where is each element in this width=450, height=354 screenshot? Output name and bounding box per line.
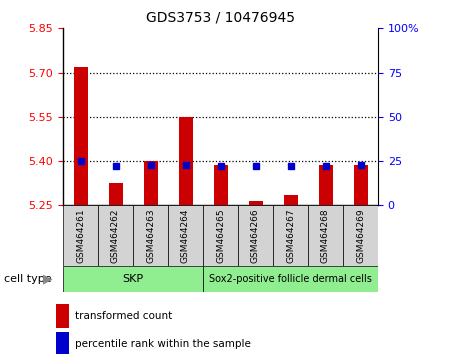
- Bar: [56, 332, 69, 354]
- Text: GSM464265: GSM464265: [216, 208, 225, 263]
- Title: GDS3753 / 10476945: GDS3753 / 10476945: [146, 10, 295, 24]
- Text: GSM464261: GSM464261: [76, 208, 85, 263]
- Bar: [98, 205, 133, 266]
- Bar: [56, 304, 69, 328]
- Text: GSM464264: GSM464264: [181, 208, 190, 263]
- Text: GSM464262: GSM464262: [111, 208, 120, 263]
- Text: ▶: ▶: [43, 272, 52, 285]
- Bar: [203, 205, 238, 266]
- Bar: [273, 205, 308, 266]
- Text: GSM464267: GSM464267: [286, 208, 295, 263]
- Text: Sox2-positive follicle dermal cells: Sox2-positive follicle dermal cells: [209, 274, 372, 284]
- Text: GSM464269: GSM464269: [356, 208, 365, 263]
- Bar: [63, 266, 203, 292]
- Bar: [284, 195, 297, 205]
- Bar: [213, 166, 228, 205]
- Bar: [63, 205, 98, 266]
- Bar: [179, 117, 193, 205]
- Text: GSM464268: GSM464268: [321, 208, 330, 263]
- Bar: [319, 166, 333, 205]
- Text: cell type: cell type: [4, 274, 52, 284]
- Bar: [144, 161, 158, 205]
- Text: percentile rank within the sample: percentile rank within the sample: [75, 339, 251, 349]
- Bar: [73, 67, 87, 205]
- Bar: [108, 183, 122, 205]
- Bar: [308, 205, 343, 266]
- Bar: [203, 266, 378, 292]
- Text: GSM464266: GSM464266: [251, 208, 260, 263]
- Bar: [354, 166, 368, 205]
- Text: SKP: SKP: [122, 274, 144, 284]
- Bar: [133, 205, 168, 266]
- Text: GSM464263: GSM464263: [146, 208, 155, 263]
- Bar: [248, 201, 262, 205]
- Bar: [343, 205, 378, 266]
- Text: transformed count: transformed count: [75, 311, 172, 321]
- Bar: [168, 205, 203, 266]
- Bar: [238, 205, 273, 266]
